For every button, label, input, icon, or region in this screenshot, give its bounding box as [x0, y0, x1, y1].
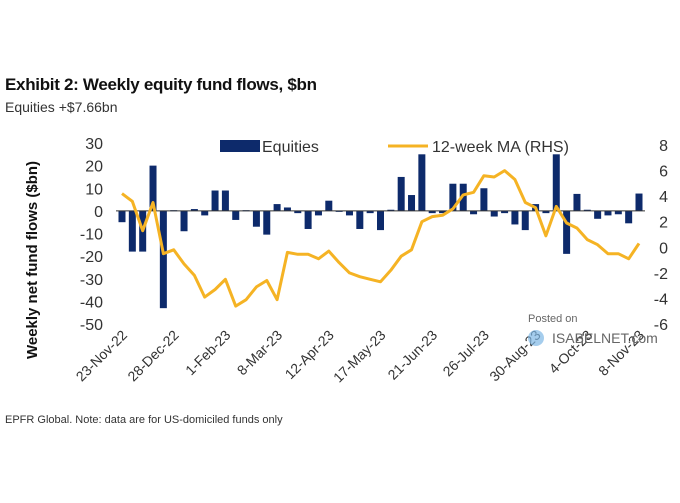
bar-equities	[159, 210, 167, 309]
y2-tick-label: 2	[659, 215, 668, 232]
ma-line-series	[121, 169, 641, 308]
bar-equities	[201, 210, 209, 216]
y-tick-label: -20	[80, 249, 103, 266]
legend-label-equities: Equities	[262, 139, 319, 156]
watermark: Posted on ISABELNET.com	[528, 313, 658, 346]
x-tick-label: 17-May-23	[330, 327, 389, 386]
bar-equities	[149, 165, 157, 211]
x-tick-label: 8-Mar-23	[234, 327, 286, 379]
y2-tick-label: 4	[659, 189, 668, 206]
bar-equities	[294, 210, 302, 214]
bar-equities	[356, 210, 364, 229]
bar-equities	[470, 210, 478, 215]
bar-equities	[252, 210, 260, 227]
bar-equities	[594, 210, 602, 219]
watermark-posted-on: Posted on	[528, 313, 578, 325]
y-tick-label: -30	[80, 272, 103, 289]
bar-equities	[128, 210, 136, 252]
bar-equities	[211, 190, 219, 211]
bar-equities	[366, 210, 374, 214]
bar-equities	[563, 210, 571, 254]
bar-equities	[118, 210, 126, 223]
bar-equities	[428, 210, 436, 214]
bar-equities	[221, 190, 229, 211]
watermark-site: ISABELNET.com	[552, 330, 658, 346]
x-tick-label: 26-Jul-23	[439, 327, 492, 380]
y2-tick-label: -2	[654, 266, 668, 283]
bar-equities	[418, 154, 426, 211]
x-tick-label: 23-Nov-22	[73, 327, 131, 385]
bar-equities	[480, 188, 488, 211]
bar-equities	[377, 210, 384, 231]
y-tick-label: 10	[85, 181, 103, 198]
y-axis-label: Weekly net fund flows ($bn)	[24, 161, 41, 359]
x-tick-label: 28-Dec-22	[124, 327, 182, 385]
bar-equities	[625, 210, 633, 224]
bar-equities	[273, 204, 281, 211]
legend-swatch-equities	[220, 140, 260, 152]
bar-equities	[490, 210, 498, 217]
bar-equities	[314, 210, 322, 216]
bar-series	[118, 154, 643, 309]
x-tick-label: 12-Apr-23	[282, 327, 337, 382]
bar-equities	[573, 193, 581, 211]
bar-equities	[614, 210, 622, 215]
bar-equities	[501, 210, 509, 214]
bar-equities	[635, 193, 643, 211]
bar-equities	[283, 207, 291, 211]
y2-tick-label: 0	[659, 240, 668, 257]
bar-equities	[304, 210, 312, 229]
watermark-logo-icon	[528, 330, 544, 346]
chart-title: Exhibit 2: Weekly equity fund flows, $bn	[5, 75, 317, 94]
legend-label-ma: 12-week MA (RHS)	[432, 139, 569, 156]
right-axis: 8 6 4 2 0 -2 -4 -6	[654, 138, 668, 334]
bar-equities	[263, 210, 271, 235]
y-tick-label: -50	[80, 317, 103, 334]
bar-equities	[408, 195, 416, 211]
x-tick-label: 1-Feb-23	[182, 327, 234, 379]
bar-equities	[521, 210, 529, 231]
y2-tick-label: -6	[654, 317, 668, 334]
bar-equities	[542, 210, 550, 214]
y-tick-label: -40	[80, 294, 103, 311]
y2-tick-label: -4	[654, 291, 668, 308]
bar-equities	[583, 209, 591, 211]
bar-equities	[345, 210, 353, 216]
bar-equities	[397, 176, 405, 211]
bar-equities	[180, 210, 188, 232]
chart-subtitle: Equities +$7.66bn	[5, 99, 118, 115]
y-tick-label: 20	[85, 159, 103, 176]
bar-equities	[439, 210, 447, 214]
bar-equities	[604, 210, 612, 216]
bar-equities	[325, 200, 333, 211]
bar-equities	[387, 209, 395, 211]
y-tick-label: 30	[85, 136, 103, 153]
bar-equities	[190, 209, 198, 211]
legend: Equities 12-week MA (RHS)	[220, 139, 569, 156]
bar-equities	[232, 210, 240, 220]
y-tick-label: -10	[80, 227, 103, 244]
x-tick-label: 21-Jun-23	[384, 327, 440, 383]
source-note: EPFR Global. Note: data are for US-domic…	[5, 414, 283, 426]
y-tick-label: 0	[94, 204, 103, 221]
bar-equities	[552, 154, 560, 211]
bar-equities	[511, 210, 519, 225]
left-axis: 30 20 10 0 -10 -20 -30 -40 -50	[80, 136, 103, 334]
bar-equities	[449, 183, 457, 211]
y2-tick-label: 6	[659, 164, 668, 181]
y2-tick-label: 8	[659, 138, 668, 155]
